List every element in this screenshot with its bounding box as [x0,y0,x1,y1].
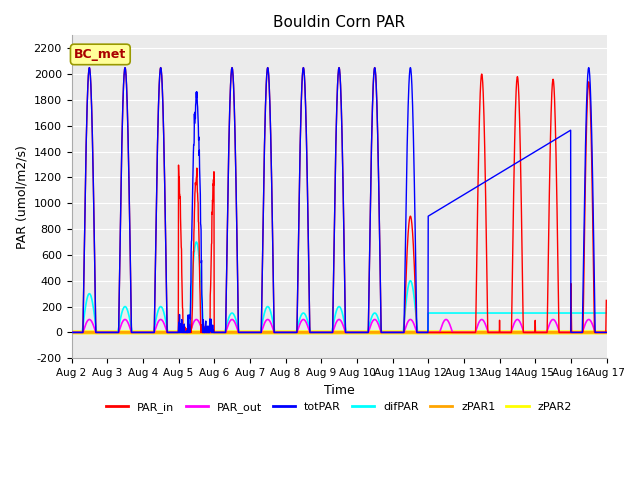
Legend: PAR_in, PAR_out, totPAR, difPAR, zPAR1, zPAR2: PAR_in, PAR_out, totPAR, difPAR, zPAR1, … [102,397,577,417]
Y-axis label: PAR (umol/m2/s): PAR (umol/m2/s) [15,145,28,249]
Text: BC_met: BC_met [74,48,127,61]
X-axis label: Time: Time [324,384,355,396]
Title: Bouldin Corn PAR: Bouldin Corn PAR [273,15,405,30]
